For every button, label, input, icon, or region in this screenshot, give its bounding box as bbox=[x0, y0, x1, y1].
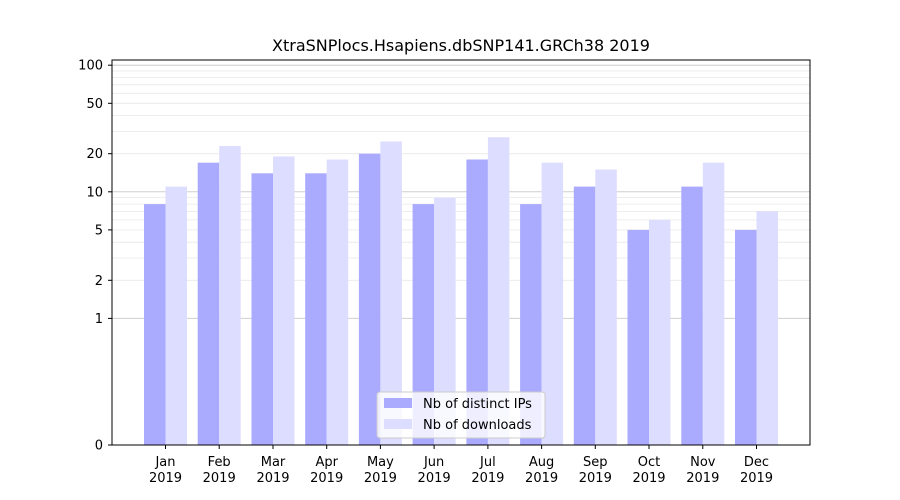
x-tick-label: Jan bbox=[154, 455, 175, 470]
x-tick-label: 2019 bbox=[364, 471, 397, 486]
x-tick-label: Dec bbox=[744, 455, 769, 470]
bar-distinct-ips bbox=[251, 173, 273, 446]
bar-distinct-ips bbox=[358, 153, 381, 445]
x-tick-label: 2019 bbox=[149, 471, 182, 486]
x-tick-label: 2019 bbox=[632, 471, 665, 486]
x-tick-label: 2019 bbox=[686, 471, 719, 486]
legend-label: Nb of distinct IPs bbox=[423, 397, 532, 412]
legend: Nb of distinct IPs Nb of downloads bbox=[376, 391, 546, 439]
bar-downloads bbox=[434, 197, 456, 445]
x-tick-label: Sep bbox=[583, 455, 608, 470]
bar-downloads bbox=[165, 186, 187, 445]
x-tick-label: 2019 bbox=[256, 471, 289, 486]
y-tick-label: 5 bbox=[95, 223, 103, 238]
y-axis: 0 1 2 5 10 20 50 100 bbox=[78, 59, 112, 454]
bar-distinct-ips bbox=[735, 229, 757, 445]
legend-label: Nb of downloads bbox=[423, 418, 532, 433]
bar-distinct-ips bbox=[573, 186, 596, 445]
y-tick-label: 1 bbox=[95, 312, 103, 327]
bar-distinct-ips bbox=[466, 159, 488, 445]
x-tick-label: 2019 bbox=[471, 471, 504, 486]
bar-distinct-ips bbox=[412, 204, 435, 445]
x-tick-label: Jul bbox=[479, 455, 496, 470]
bar-downloads bbox=[219, 146, 241, 445]
x-tick-label: 2019 bbox=[525, 471, 558, 486]
x-tick-label: Jun bbox=[423, 455, 444, 470]
legend-box bbox=[376, 391, 546, 439]
y-tick-label: 100 bbox=[78, 59, 103, 74]
y-tick-label: 10 bbox=[86, 185, 103, 200]
x-tick-label: 2019 bbox=[418, 471, 451, 486]
x-tick-label: 2019 bbox=[740, 471, 773, 486]
x-tick-label: Aug bbox=[529, 455, 554, 470]
plot-frame bbox=[111, 59, 811, 446]
x-tick-label: Apr bbox=[315, 455, 338, 470]
bars bbox=[144, 137, 778, 446]
x-axis: Jan2019Feb2019Mar2019Apr2019May2019Jun20… bbox=[149, 445, 773, 486]
chart-title: XtraSNPlocs.Hsapiens.dbSNP141.GRCh38 201… bbox=[272, 36, 650, 55]
bar-distinct-ips bbox=[520, 204, 542, 445]
bar-downloads bbox=[326, 159, 349, 445]
y-tick-label: 2 bbox=[95, 274, 103, 289]
bar-distinct-ips bbox=[197, 162, 220, 445]
bar-downloads bbox=[541, 162, 564, 445]
bar-distinct-ips bbox=[144, 204, 166, 445]
x-tick-label: Oct bbox=[638, 455, 660, 470]
bar-distinct-ips bbox=[627, 229, 649, 445]
bar-downloads bbox=[273, 156, 295, 445]
bar-distinct-ips bbox=[681, 186, 703, 445]
x-tick-label: Nov bbox=[690, 455, 716, 470]
bar-downloads bbox=[595, 169, 617, 445]
x-tick-label: Mar bbox=[261, 455, 286, 470]
legend-swatch bbox=[384, 419, 412, 429]
legend-swatch bbox=[384, 398, 412, 408]
bar-downloads bbox=[380, 141, 402, 445]
x-tick-label: 2019 bbox=[203, 471, 236, 486]
y-tick-label: 50 bbox=[86, 97, 103, 112]
x-tick-label: May bbox=[367, 455, 394, 470]
x-tick-label: 2019 bbox=[579, 471, 612, 486]
y-tick-label: 20 bbox=[86, 147, 103, 162]
x-tick-label: 2019 bbox=[310, 471, 343, 486]
bar-downloads bbox=[487, 137, 510, 445]
bar-downloads bbox=[649, 219, 671, 445]
bar-distinct-ips bbox=[305, 173, 327, 446]
bar-downloads bbox=[702, 162, 725, 445]
x-tick-label: Feb bbox=[208, 455, 231, 470]
y-tick-label: 0 bbox=[95, 439, 103, 454]
bar-downloads bbox=[756, 211, 778, 445]
